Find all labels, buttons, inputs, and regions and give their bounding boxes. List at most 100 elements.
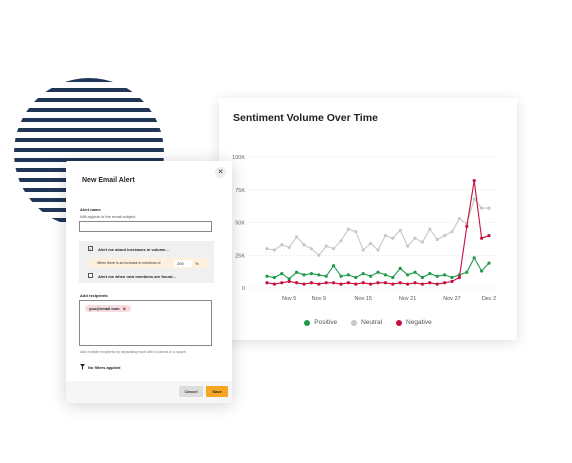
- data-point-positive: [332, 264, 336, 268]
- data-point-neutral: [406, 244, 410, 248]
- legend-item-positive[interactable]: Positive: [304, 319, 337, 326]
- alert-name-label: Alert name: [80, 207, 101, 212]
- data-point-neutral: [398, 228, 402, 232]
- data-point-positive: [324, 274, 328, 278]
- data-point-neutral: [324, 244, 328, 248]
- data-point-positive: [391, 275, 395, 280]
- data-point-negative: [295, 281, 299, 285]
- data-point-neutral: [369, 241, 373, 246]
- data-point-neutral: [361, 248, 365, 252]
- sentiment-chart: 0 25K 50K 75K 100K Nov 5 Nov 9 Nov 15 Nov 21 Nov …: [232, 155, 497, 302]
- data-point-negative: [398, 281, 402, 285]
- legend-negative-label: Negative: [406, 319, 432, 326]
- data-point-positive: [435, 274, 439, 278]
- data-point-positive: [265, 274, 269, 278]
- data-point-neutral: [413, 236, 417, 240]
- increase-threshold-text: When there is an increase in mentions of: [97, 261, 161, 265]
- legend-item-neutral[interactable]: Neutral: [351, 319, 382, 326]
- data-point-negative: [420, 282, 424, 286]
- filters-summary: No filters applied: [80, 364, 120, 370]
- recipients-input[interactable]: you@email.com ⊗: [79, 300, 212, 346]
- filters-label: No filters applied: [88, 364, 121, 370]
- recipient-chip[interactable]: you@email.com ⊗: [85, 305, 131, 312]
- increase-threshold-row: When there is an increase in mentions of…: [89, 258, 209, 268]
- series-line-neutral: [266, 197, 489, 257]
- data-point-positive: [428, 271, 432, 276]
- data-point-neutral: [391, 236, 395, 240]
- data-point-neutral: [265, 247, 269, 251]
- alert-options: ✓ Alert me about increases in volume... …: [79, 241, 214, 283]
- data-point-negative: [272, 282, 276, 286]
- data-point-positive: [309, 271, 313, 276]
- data-point-negative: [457, 275, 461, 280]
- legend-positive-label: Positive: [314, 319, 338, 326]
- data-point-positive: [413, 270, 417, 274]
- data-point-negative: [376, 281, 380, 285]
- data-point-negative: [332, 281, 336, 285]
- increase-threshold-input[interactable]: 200: [174, 259, 192, 267]
- data-point-neutral: [376, 248, 380, 252]
- data-point-positive: [472, 256, 476, 260]
- data-point-positive: [480, 269, 484, 273]
- data-point-positive: [295, 270, 299, 274]
- x-tick-label: Dec 2: [482, 296, 496, 302]
- data-point-negative: [383, 281, 387, 285]
- data-point-negative: [265, 281, 269, 285]
- data-point-positive: [272, 275, 276, 280]
- chart-legend: Positive Neutral Negative: [219, 319, 517, 326]
- data-point-negative: [280, 281, 284, 285]
- data-point-neutral: [302, 243, 306, 247]
- filter-icon: [80, 364, 85, 370]
- new-mentions-checkbox[interactable]: [88, 273, 93, 278]
- data-point-neutral: [457, 216, 461, 221]
- data-point-neutral: [287, 245, 291, 249]
- data-point-positive: [339, 274, 343, 278]
- x-tick-label: Nov 15: [354, 296, 371, 302]
- email-alert-modal: New Email Alert ✕ Alert name Will appear…: [66, 161, 232, 403]
- y-tick-label: 75K: [235, 188, 245, 194]
- data-point-neutral: [443, 234, 447, 238]
- data-point-positive: [398, 266, 402, 270]
- data-point-neutral: [332, 247, 336, 251]
- data-point-negative: [287, 279, 291, 284]
- data-point-neutral: [354, 230, 358, 234]
- increase-checkbox[interactable]: ✓: [88, 246, 93, 251]
- data-point-neutral: [383, 234, 387, 238]
- data-point-negative: [443, 281, 447, 285]
- data-point-neutral: [487, 206, 491, 210]
- data-point-positive: [317, 273, 321, 277]
- legend-item-negative[interactable]: Negative: [396, 319, 432, 326]
- data-point-negative: [406, 282, 410, 286]
- data-point-neutral: [428, 227, 432, 231]
- alert-name-input[interactable]: [79, 221, 212, 232]
- data-point-negative: [480, 236, 484, 240]
- data-point-negative: [302, 282, 306, 286]
- modal-title: New Email Alert: [82, 177, 135, 184]
- data-point-negative: [450, 279, 454, 284]
- save-button[interactable]: Save: [206, 386, 228, 397]
- data-point-negative: [435, 282, 439, 286]
- modal-footer: Cancel Save: [66, 381, 232, 403]
- increase-option-label: Alert me about increases in volume...: [98, 246, 169, 252]
- data-point-negative: [324, 281, 328, 285]
- data-point-neutral: [280, 243, 284, 247]
- data-point-neutral: [450, 230, 454, 234]
- data-point-neutral: [420, 240, 424, 244]
- data-point-negative: [472, 178, 476, 183]
- legend-neutral-dot: [351, 319, 358, 326]
- data-point-neutral: [346, 227, 350, 231]
- remove-recipient-icon[interactable]: ⊗: [122, 306, 126, 311]
- x-tick-label: Nov 27: [443, 296, 460, 302]
- data-point-negative: [346, 281, 350, 285]
- data-point-negative: [391, 282, 395, 286]
- data-point-neutral: [317, 253, 321, 257]
- x-tick-label: Nov 21: [399, 296, 416, 302]
- data-point-positive: [346, 273, 350, 277]
- x-tick-label: Nov 9: [312, 296, 326, 302]
- data-point-negative: [428, 281, 432, 285]
- recipients-hint: Add multiple recipients by separating ea…: [80, 350, 187, 354]
- data-point-negative: [361, 281, 365, 285]
- close-button[interactable]: ✕: [215, 167, 226, 178]
- data-point-negative: [309, 281, 313, 285]
- cancel-button[interactable]: Cancel: [179, 386, 203, 397]
